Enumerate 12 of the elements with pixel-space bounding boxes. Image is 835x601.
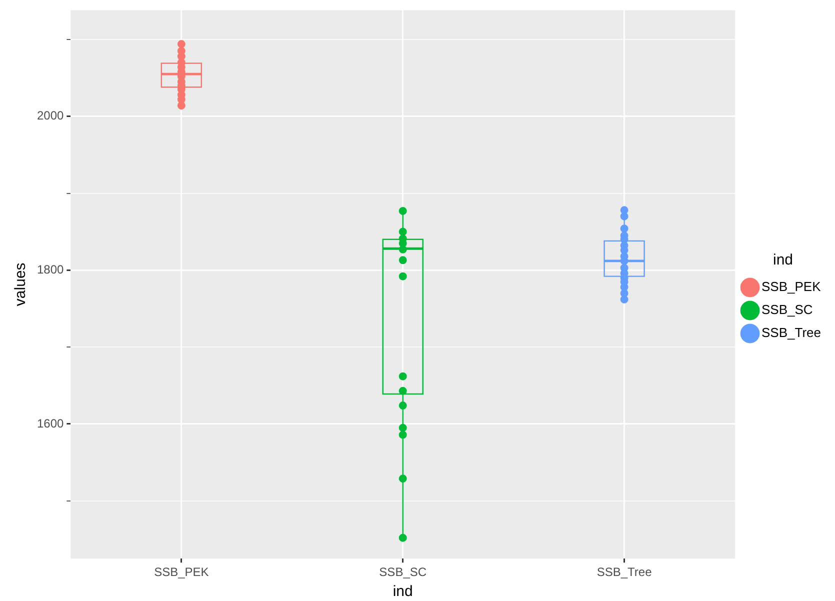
legend-title: ind [772, 252, 794, 269]
y-tick-label: 2000 [36, 108, 64, 123]
x-tick-label: SSB_Tree [596, 565, 652, 580]
legend-label: SSB_SC [762, 302, 813, 318]
legend-label: SSB_PEK [762, 279, 822, 294]
y-axis-title: values [12, 262, 30, 306]
x-tick-label: SSB_SC [379, 565, 427, 580]
x-tick-label: SSB_PEK [154, 565, 209, 580]
y-tick-label: 1800 [36, 262, 64, 276]
y-tick-label: 1600 [36, 416, 64, 430]
legend-label: SSB_Tree [762, 325, 822, 340]
x-axis-title: ind [392, 583, 413, 600]
